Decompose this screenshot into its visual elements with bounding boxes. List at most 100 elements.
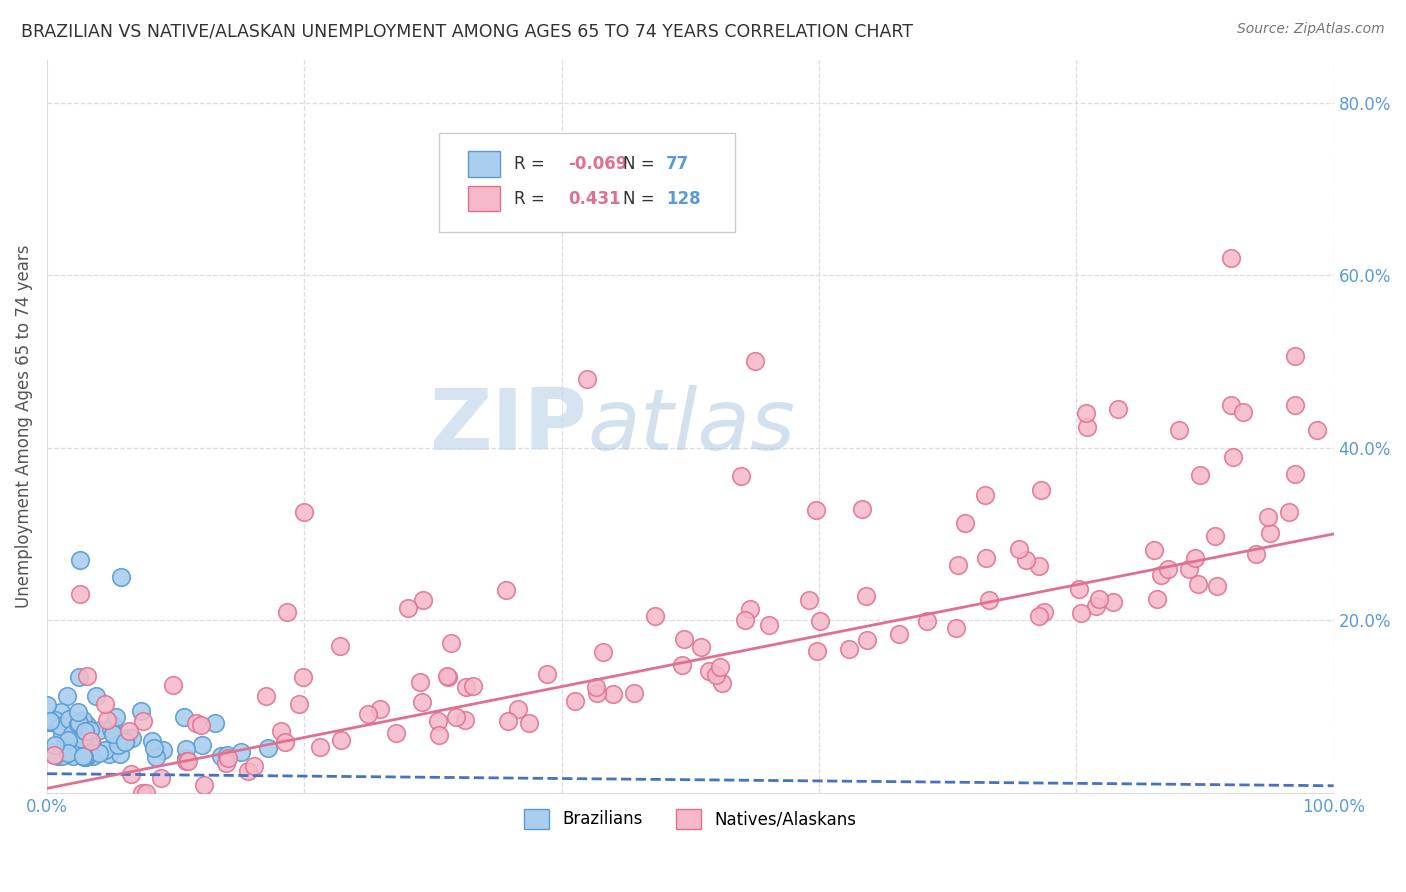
Point	[55, 690, 77, 704]
Point	[1284, 467, 1306, 481]
Point	[100, 723, 122, 737]
Point	[292, 504, 315, 518]
Point	[63, 738, 86, 752]
Point	[889, 627, 911, 641]
Point	[236, 764, 259, 778]
Point	[209, 748, 232, 763]
Point	[103, 727, 125, 741]
Point	[79, 746, 101, 760]
Point	[1278, 505, 1301, 519]
Point	[1257, 509, 1279, 524]
Point	[806, 503, 828, 517]
Point	[49, 719, 72, 733]
Point	[39, 715, 62, 730]
Point	[697, 664, 720, 678]
Point	[1015, 553, 1038, 567]
Point	[58, 712, 80, 726]
Point	[576, 199, 599, 213]
Point	[1150, 567, 1173, 582]
Point	[1187, 576, 1209, 591]
Point	[309, 739, 332, 754]
Point	[135, 786, 157, 800]
Point	[58, 746, 80, 760]
Point	[63, 725, 86, 739]
Point	[62, 744, 84, 758]
Point	[946, 558, 969, 573]
Point	[114, 734, 136, 748]
Point	[53, 733, 76, 747]
Point	[1008, 541, 1031, 556]
Point	[162, 678, 184, 692]
Point	[132, 714, 155, 729]
FancyBboxPatch shape	[468, 186, 499, 211]
Point	[117, 731, 139, 745]
Point	[254, 690, 277, 704]
Point	[42, 748, 65, 763]
Point	[80, 734, 103, 748]
Text: 0.431: 0.431	[568, 190, 620, 208]
Point	[173, 709, 195, 723]
Point	[1143, 543, 1166, 558]
Point	[129, 704, 152, 718]
Point	[39, 714, 62, 729]
Point	[72, 731, 94, 746]
Point	[704, 667, 727, 681]
Point	[454, 680, 477, 694]
Point	[79, 723, 101, 737]
Point	[1177, 562, 1199, 576]
Point	[75, 724, 97, 739]
Text: BRAZILIAN VS NATIVE/ALASKAN UNEMPLOYMENT AMONG AGES 65 TO 74 YEARS CORRELATION C: BRAZILIAN VS NATIVE/ALASKAN UNEMPLOYMENT…	[21, 22, 912, 40]
Point	[734, 613, 756, 627]
Point	[204, 716, 226, 731]
Point	[444, 709, 467, 723]
Point	[55, 747, 77, 761]
Point	[808, 615, 831, 629]
Point	[1168, 424, 1191, 438]
Text: Source: ZipAtlas.com: Source: ZipAtlas.com	[1237, 22, 1385, 37]
Point	[152, 742, 174, 756]
Point	[145, 750, 167, 764]
Point	[89, 723, 111, 737]
Point	[454, 714, 477, 728]
Point	[190, 718, 212, 732]
Point	[623, 686, 645, 700]
Point	[396, 600, 419, 615]
Point	[1074, 406, 1097, 420]
Point	[110, 747, 132, 761]
Point	[1102, 595, 1125, 609]
Point	[644, 608, 666, 623]
Point	[1219, 398, 1241, 412]
Point	[1206, 579, 1229, 593]
Text: ZIP: ZIP	[430, 384, 588, 467]
Point	[120, 767, 142, 781]
Point	[1184, 550, 1206, 565]
Point	[1070, 606, 1092, 620]
Point	[427, 728, 450, 742]
Text: R =: R =	[515, 190, 550, 208]
Point	[855, 590, 877, 604]
Point	[51, 748, 73, 763]
Point	[66, 717, 89, 731]
Point	[288, 697, 311, 711]
Point	[409, 675, 432, 690]
Point	[851, 501, 873, 516]
Point	[184, 716, 207, 731]
Point	[437, 670, 460, 684]
Point	[44, 714, 66, 728]
Point	[37, 715, 59, 730]
Point	[193, 778, 215, 792]
Point	[118, 724, 141, 739]
Point	[517, 715, 540, 730]
Point	[495, 583, 517, 598]
Point	[1204, 529, 1226, 543]
Point	[953, 516, 976, 530]
Point	[94, 743, 117, 757]
Point	[436, 669, 458, 683]
Point	[76, 718, 98, 732]
Point	[673, 632, 696, 646]
Point	[461, 679, 484, 693]
Point	[84, 689, 107, 703]
Point	[1306, 423, 1329, 437]
Point	[1028, 609, 1050, 624]
Point	[1069, 582, 1091, 596]
